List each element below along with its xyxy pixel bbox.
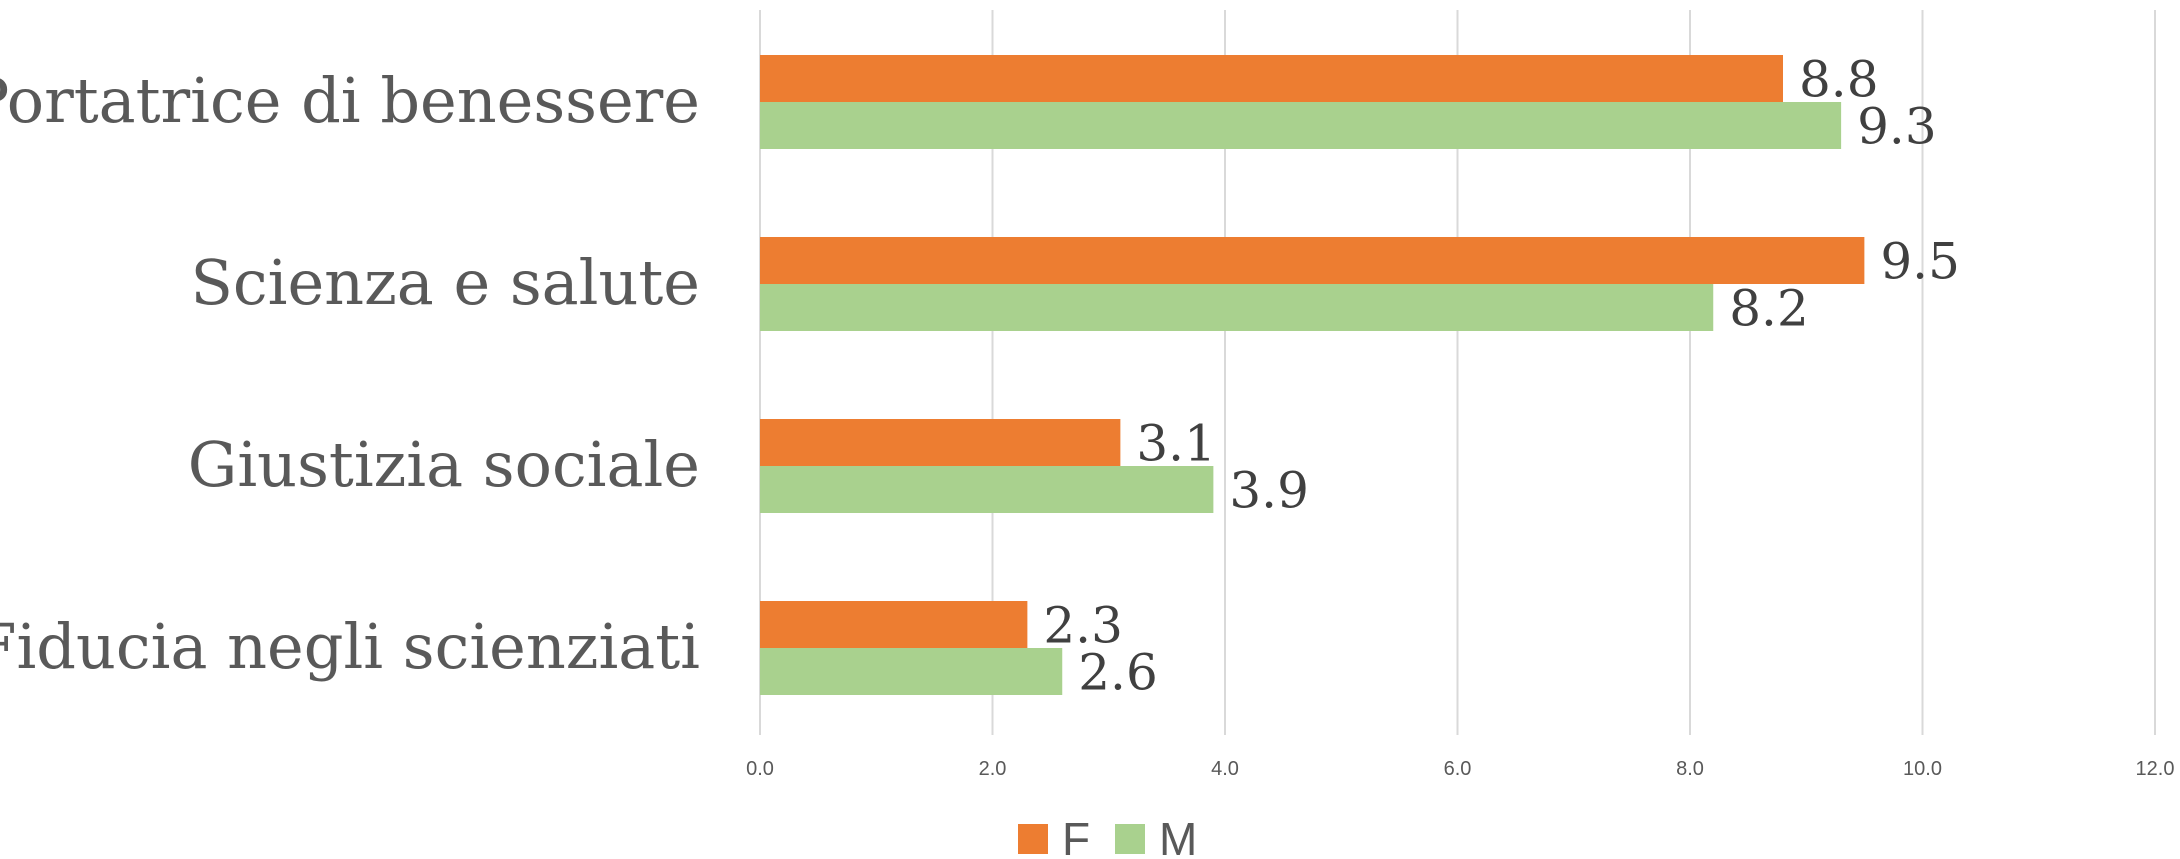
bar-m xyxy=(760,648,1063,695)
x-axis-ticks: 0.0 2.0 4.0 6.0 8.0 10.0 12.0 xyxy=(746,758,2174,780)
x-tick-label: 0.0 xyxy=(746,758,774,780)
legend-label: F xyxy=(1062,813,1090,859)
x-tick-label: 2.0 xyxy=(979,758,1007,780)
data-label: 8.8 xyxy=(1799,51,1879,109)
data-label: 3.1 xyxy=(1136,415,1216,473)
x-tick-label: 4.0 xyxy=(1211,758,1239,780)
bar-f xyxy=(760,419,1121,466)
category-label: Giustizia sociale xyxy=(188,428,700,501)
data-label: 9.3 xyxy=(1857,98,1937,156)
x-tick-label: 10.0 xyxy=(1903,758,1942,780)
data-label: 8.2 xyxy=(1729,280,1809,338)
legend-label: M xyxy=(1159,813,1197,859)
data-label: 9.5 xyxy=(1880,233,1960,291)
bar-f xyxy=(760,237,1865,284)
data-label: 2.6 xyxy=(1078,644,1158,702)
bar-m xyxy=(760,466,1214,513)
bar-f xyxy=(760,601,1028,648)
x-tick-label: 8.0 xyxy=(1676,758,1704,780)
data-label: 3.9 xyxy=(1229,462,1309,520)
data-labels: 8.89.3 9.5 8.2 3.13.9 2.32.6 xyxy=(1043,51,1960,702)
x-tick-label: 12.0 xyxy=(2136,758,2175,780)
category-labels: Portatrice di benessere Scienza e salute G… xyxy=(0,64,700,683)
legend-swatch-f xyxy=(1018,824,1048,854)
bar-f xyxy=(760,55,1783,102)
bar-m xyxy=(760,102,1842,149)
legend-swatch-m xyxy=(1115,824,1145,854)
bar-m xyxy=(760,284,1714,331)
category-label: Fiducia negli scienziati xyxy=(0,610,700,683)
category-label: Scienza e salute xyxy=(190,246,700,319)
category-label: Portatrice di benessere xyxy=(0,64,700,137)
bars xyxy=(760,55,1865,695)
x-tick-label: 6.0 xyxy=(1444,758,1472,780)
data-label: 2.3 xyxy=(1043,597,1123,655)
